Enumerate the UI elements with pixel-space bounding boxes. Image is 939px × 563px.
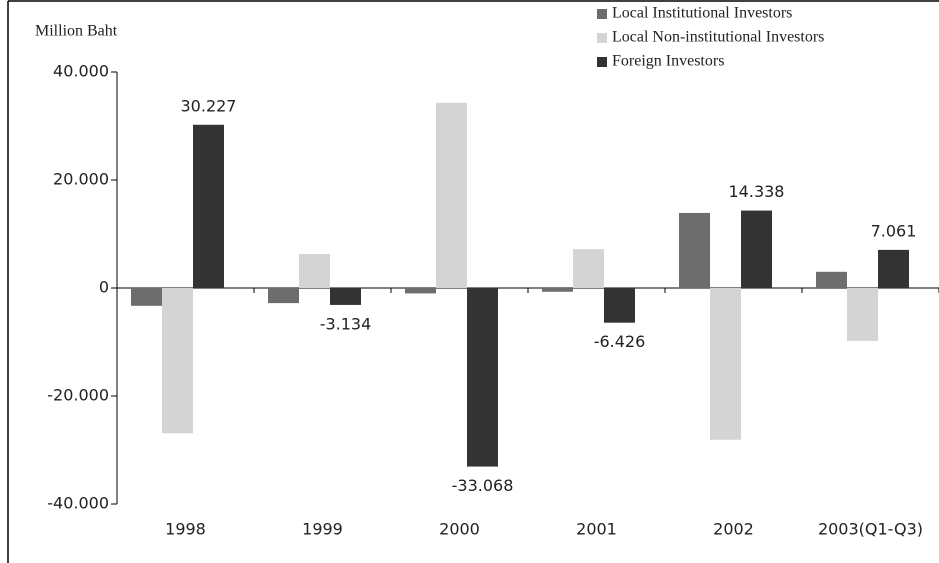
bar <box>816 271 847 288</box>
y-tick-label: -20.000 <box>47 386 109 405</box>
x-tick-label: 2001 <box>576 520 617 539</box>
legend-swatch <box>597 9 607 19</box>
value-label: -6.426 <box>594 332 646 351</box>
bar <box>330 288 361 305</box>
value-label: 7.061 <box>871 221 917 240</box>
bar <box>162 288 193 434</box>
bar <box>710 288 741 440</box>
bar <box>299 253 330 288</box>
bar <box>573 249 604 288</box>
value-label: 14.338 <box>729 182 785 201</box>
bar <box>604 288 635 323</box>
bar <box>268 288 299 304</box>
x-tick-label: 2003(Q1-Q3) <box>818 520 923 539</box>
legend-swatch <box>597 57 607 67</box>
y-tick-label: -40.000 <box>47 494 109 513</box>
x-tick-label: 2000 <box>439 520 480 539</box>
bar <box>542 288 573 292</box>
bar <box>847 288 878 341</box>
legend-label: Local Institutional Investors <box>612 5 792 22</box>
legend-label: Foreign Investors <box>612 53 724 70</box>
bar <box>436 102 467 288</box>
y-tick-label: 40.000 <box>53 62 109 81</box>
bar <box>467 288 498 467</box>
value-label: -3.134 <box>320 314 372 333</box>
bar <box>741 210 772 288</box>
bar <box>193 124 224 288</box>
bar <box>679 212 710 288</box>
y-axis-title: Million Baht <box>35 23 118 40</box>
x-tick-label: 2002 <box>713 520 754 539</box>
bar <box>878 249 909 288</box>
legend-swatch <box>597 33 607 43</box>
x-tick-label: 1998 <box>165 520 206 539</box>
y-tick-label: 20.000 <box>53 170 109 189</box>
bar <box>405 288 436 294</box>
y-tick-label: 0 <box>99 278 109 297</box>
bar <box>131 288 162 306</box>
value-label: -33.068 <box>452 476 514 495</box>
legend-label: Local Non-institutional Investors <box>612 29 824 46</box>
value-label: 30.227 <box>181 96 237 115</box>
x-tick-label: 1999 <box>302 520 343 539</box>
